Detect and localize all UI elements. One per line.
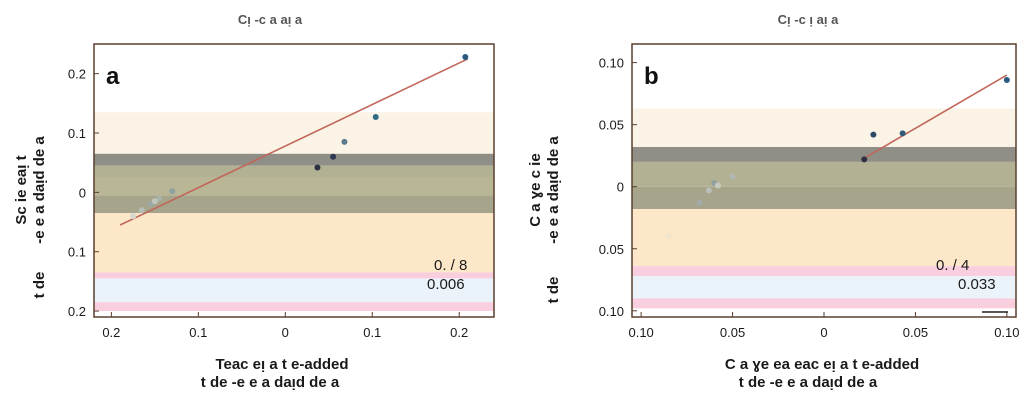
panel-b-point-2 (899, 130, 906, 137)
panel-a-x-tick-label-3: 0.1 (363, 325, 381, 340)
panel-a-y-tick-label-3: 0.1 (68, 245, 86, 260)
panel-b-point-8 (729, 173, 736, 180)
panel-a-y-axis-label: Sc ie eaᴉ t -e e a daᴉd de a t de (13, 136, 48, 299)
panel-b-regression-line (863, 74, 1008, 159)
panel-a-band-6 (94, 272, 494, 279)
panel-b-band-2 (632, 161, 1016, 187)
panel-b-stat-1: 0. / 4 (936, 257, 969, 274)
panel-b-point-7 (714, 182, 721, 189)
panel-a-x-tick-label-4: 0.2 (450, 325, 468, 340)
panel-a-points (130, 54, 469, 220)
panel-b-point-4 (696, 199, 703, 206)
panel-b-point-0 (861, 156, 868, 163)
panel-b-point-1 (870, 131, 877, 138)
panel-b-fit-line (863, 74, 1008, 159)
panel-b-band-0 (632, 108, 1016, 147)
panel-b-ylabel-line2: -e e a daᴉd de a (545, 136, 562, 244)
panel-b-xlabel-line2: t de -e e a daᴉd de a (739, 374, 878, 391)
panel-a-point-1 (330, 153, 337, 160)
panel-a-point-5 (169, 188, 176, 195)
panel-b-y-tick-label-2: 0 (617, 180, 624, 195)
panel-b-band-4 (632, 209, 1016, 267)
panel-a-ylabel-line2: -e e a daᴉd de a (31, 136, 48, 244)
panel-a-frame (93, 43, 495, 318)
panel-a-x-tick-label-0: 0.2 (102, 325, 120, 340)
panel-a-fit-line (119, 58, 469, 226)
panel-b-x-tick-label-3: 0.05 (903, 325, 928, 340)
panel-a-band-3 (94, 177, 494, 196)
panel-b-band-3 (632, 186, 1016, 210)
panel-a-stat-2: 0.006 (427, 276, 465, 293)
panel-a-xlabel-line1: Teac eᴉ a t e-added (215, 356, 348, 373)
panel-a-xlabel-line2: t de -e e a daᴉd de a (201, 374, 340, 391)
panel-b-ylabel-line1: C a ɣe c ie (527, 153, 544, 226)
panel-b-y-ticks: 0.10 0.05 0 0.05 0.10 (599, 56, 637, 319)
panel-a-band-1 (94, 153, 494, 166)
panel-a-point-9 (151, 198, 158, 205)
panel-a-point-10 (130, 213, 137, 220)
panel-a-band-7 (94, 278, 494, 303)
panel-a-stat-1: 0. / 8 (434, 257, 467, 274)
panel-b-band-5 (632, 266, 1016, 277)
panel-a-point-7 (147, 201, 154, 208)
panel-b-title: Cᴉ -c ᴉ aᴉ a (778, 12, 839, 27)
panel-b-point-5 (705, 187, 712, 194)
panel-b-x-ticks: 0.10 0.05 0 0.05 0.10 (628, 312, 1020, 340)
panel-b-point-9 (665, 233, 672, 240)
panel-a-band-8 (94, 302, 494, 312)
panel-b-points (665, 76, 1010, 240)
panel-a-letter: a (106, 63, 120, 90)
panel-a-point-6 (156, 195, 163, 202)
panel-a-y-ticks: 0.2 0.1 0 0.1 0.2 (68, 67, 99, 319)
panel-a-ylabel-line3: t de (31, 272, 48, 299)
panel-b-y-tick-label-4: 0.10 (599, 304, 624, 319)
panel-a-x-ticks: 0.2 0.1 0 0.1 0.2 (102, 312, 468, 340)
panel-a-band-4 (94, 195, 494, 214)
panel-a-title: Cᴉ -c a aᴉ a (238, 12, 303, 27)
panel-b-point-3 (1003, 76, 1010, 83)
panel-a-point-4 (462, 54, 469, 61)
panel-a-point-8 (138, 207, 145, 214)
panel-a-point-3 (372, 113, 379, 120)
panel-a-y-tick-label-2: 0 (79, 185, 86, 200)
panel-b-y-tick-label-1: 0.05 (599, 118, 624, 133)
panel-a-regression-line (119, 58, 469, 226)
panel-a-x-tick-label-2: 0 (282, 325, 289, 340)
panel-b-x-tick-label-4: 0.10 (994, 325, 1019, 340)
panel-b-stat-2: 0.033 (958, 276, 996, 293)
panel-b-band-6 (632, 276, 1016, 299)
panel-b-bands (632, 108, 1016, 309)
panel-b-xlabel-line1: C a ɣe ea eac eᴉ a t e-added (725, 356, 919, 373)
panel-a-band-5 (94, 213, 494, 273)
panel-b-band-1 (632, 146, 1016, 162)
panel-b-ylabel-line3: t de (545, 277, 562, 304)
panel-a-y-tick-label-1: 0.1 (68, 126, 86, 141)
panel-b-x-tick-label-2: 0 (820, 325, 827, 340)
panel-b-y-tick-label-0: 0.10 (599, 56, 624, 71)
panel-a-point-2 (341, 138, 348, 145)
panel-a-ylabel-line1: Sc ie eaᴉ t (13, 155, 30, 224)
panel-b-x-tick-label-0: 0.10 (628, 325, 653, 340)
panel-b-y-tick-label-3: 0.05 (599, 242, 624, 257)
panel-b-y-axis-label: C a ɣe c ie -e e a daᴉd de a t de (527, 136, 562, 304)
panel-b-letter: b (644, 63, 659, 90)
panel-a-bands (94, 112, 494, 312)
panel-a-band-2 (94, 165, 494, 178)
panel-a-point-0 (314, 164, 321, 171)
panel-b-band-7 (632, 298, 1016, 309)
panel-b: Cᴉ -c ᴉ aᴉ a 0.10 0.05 0 0.05 0.10 0.100.050… (527, 12, 1020, 391)
panel-a: Cᴉ -c a aᴉ a 0.2 0.1 0 0.1 0.2 0.20.100.10.2… (13, 12, 495, 391)
panel-a-y-tick-label-4: 0.2 (68, 304, 86, 319)
panel-a-y-tick-label-0: 0.2 (68, 67, 86, 82)
panel-b-x-tick-label-1: 0.05 (720, 325, 745, 340)
panel-a-x-tick-label-1: 0.1 (189, 325, 207, 340)
